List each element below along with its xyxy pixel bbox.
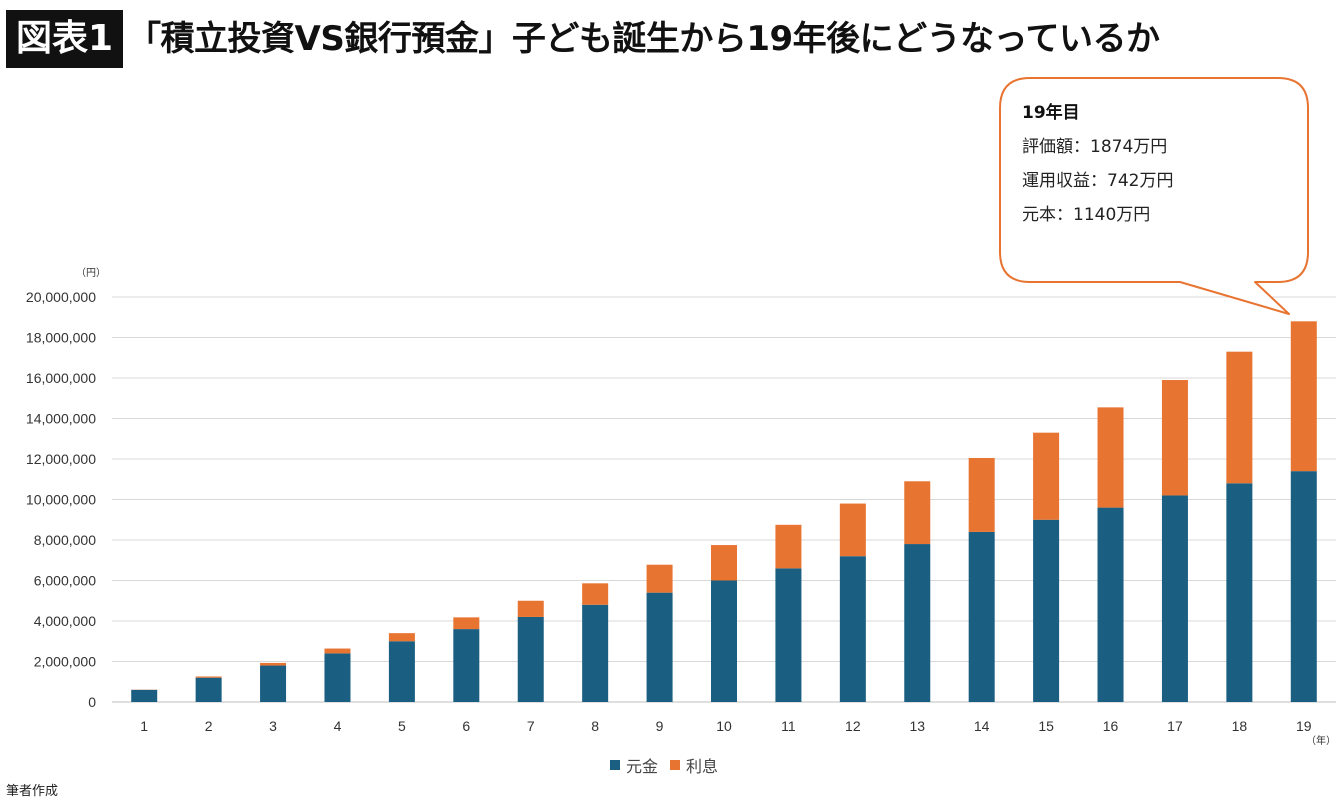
chart-legend: 元金 利息	[610, 754, 730, 776]
x-axis-ticks: 1 2 3 4 5 6 7 8 9 10 11 12 13 14 15 16 17 18 19	[140, 718, 1311, 734]
bar-interest	[453, 617, 480, 630]
x-unit-label: （年）	[1306, 734, 1336, 747]
bar-principal	[195, 677, 222, 702]
bar-principal	[324, 653, 351, 702]
x-tick-label: 2	[205, 718, 213, 734]
y-tick-label: 0	[88, 694, 96, 710]
legend-swatch-interest	[670, 760, 681, 770]
bar-principal	[711, 580, 737, 702]
bar-interest	[1290, 321, 1317, 472]
x-tick-label: 4	[334, 718, 342, 734]
x-tick-label: 19	[1296, 718, 1312, 734]
bar-interest	[388, 633, 415, 642]
x-tick-label: 14	[974, 718, 990, 734]
x-tick-label: 16	[1103, 718, 1119, 734]
bar-principal	[1290, 471, 1317, 702]
y-tick-label: 20,000,000	[26, 289, 96, 305]
bar-interest	[775, 524, 802, 569]
callout-text: 19年目 評価額：1874万円 運用収益：742万円 元本：1140万円	[1022, 96, 1173, 232]
y-unit-label: （円）	[76, 267, 106, 279]
bar-principal	[517, 616, 544, 702]
bar-interest	[582, 583, 609, 605]
y-tick-label: 2,000,000	[34, 654, 96, 670]
bar-principal	[839, 556, 866, 702]
legend-item-interest: 利息	[670, 753, 718, 777]
x-tick-label: 15	[1038, 718, 1054, 734]
legend-label-principal: 元金	[626, 757, 659, 776]
x-tick-label: 13	[909, 718, 925, 734]
bar-interest	[904, 481, 931, 545]
x-tick-label: 7	[527, 718, 535, 734]
bar-interest	[646, 564, 673, 593]
figure-badge: 図表1	[6, 10, 124, 68]
bar-interest	[968, 457, 995, 532]
x-tick-label: 11	[781, 718, 796, 734]
callout-principal: 元本：1140万円	[1022, 205, 1151, 225]
y-tick-label: 10,000,000	[26, 492, 96, 508]
x-tick-label: 10	[716, 718, 732, 734]
y-tick-label: 12,000,000	[26, 451, 96, 467]
bar-principal	[1033, 519, 1060, 702]
callout-heading: 19年目	[1022, 103, 1080, 123]
x-tick-label: 8	[591, 718, 599, 734]
bar-interest	[711, 545, 737, 581]
bar-principal	[775, 568, 802, 702]
x-tick-label: 12	[845, 718, 861, 734]
y-tick-label: 8,000,000	[34, 532, 96, 548]
x-tick-label: 5	[398, 718, 406, 734]
legend-label-interest: 利息	[686, 757, 719, 776]
x-tick-label: 3	[269, 718, 277, 734]
chart-title: 図表1 「積立投資VS銀行預金」子ども誕生から19年後にどうなっているか	[6, 10, 1160, 68]
x-tick-label: 6	[462, 718, 470, 734]
y-tick-label: 16,000,000	[26, 370, 96, 386]
bar-interest	[324, 648, 351, 654]
y-tick-label: 18,000,000	[26, 330, 96, 346]
bar-interest	[1226, 351, 1253, 484]
bar-interest	[1033, 432, 1060, 520]
bar-principal	[1161, 495, 1188, 702]
x-tick-label: 17	[1167, 718, 1183, 734]
bar-interest	[1161, 380, 1188, 496]
y-axis-ticks: 0 2,000,000 4,000,000 6,000,000 8,000,000 10,…	[26, 289, 96, 710]
bar-principal	[453, 629, 480, 702]
x-tick-label: 1	[140, 718, 148, 734]
callout-valuation: 評価額：1874万円	[1022, 137, 1168, 157]
bar-interest	[517, 600, 544, 617]
title-text: 「積立投資VS銀行預金」子ども誕生から19年後にどうなっているか	[127, 19, 1160, 59]
bar-principal	[968, 531, 995, 702]
bar-principal	[131, 689, 158, 702]
y-tick-label: 6,000,000	[34, 573, 96, 589]
x-tick-label: 9	[656, 718, 664, 734]
x-tick-label: 18	[1232, 718, 1248, 734]
bar-principal	[260, 665, 287, 702]
legend-swatch-principal	[610, 760, 620, 770]
source-note: 筆者作成	[6, 784, 59, 799]
callout-returns: 運用収益：742万円	[1022, 171, 1174, 191]
bar-principal	[388, 641, 415, 702]
y-tick-label: 4,000,000	[34, 613, 96, 629]
callout-bubble	[999, 77, 1309, 315]
legend-item-principal: 元金	[610, 753, 658, 777]
bar-interest	[1097, 407, 1124, 508]
y-tick-label: 14,000,000	[26, 411, 96, 427]
bar-principal	[904, 544, 931, 702]
bar-principal	[1226, 483, 1253, 702]
bar-interest	[839, 503, 866, 557]
bar-interest	[260, 662, 287, 666]
bar-interest	[195, 676, 222, 678]
bar-principal	[1097, 507, 1124, 702]
bars	[131, 321, 1317, 702]
bar-principal	[582, 604, 609, 702]
bar-principal	[646, 592, 673, 702]
